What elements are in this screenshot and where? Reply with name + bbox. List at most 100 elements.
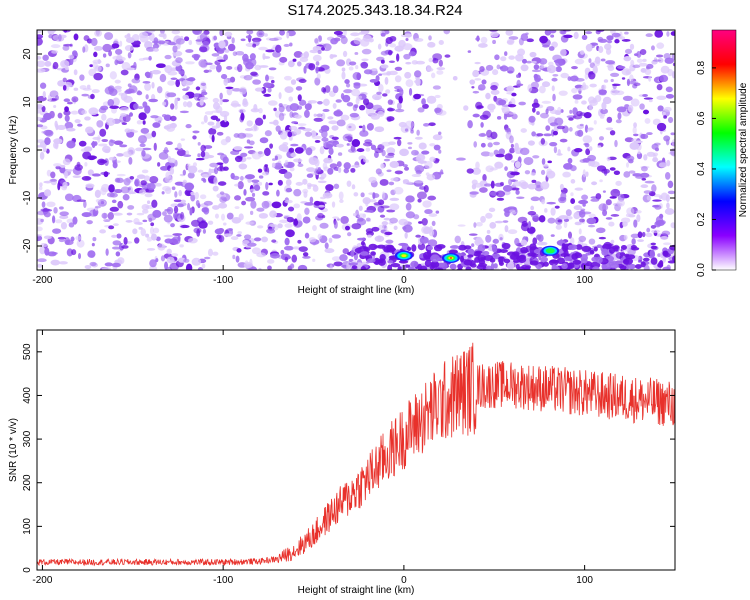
heatmap-cell <box>483 254 494 262</box>
heatmap-cell <box>344 225 351 231</box>
heatmap-cell <box>187 237 198 244</box>
heatmap-cell <box>252 43 257 48</box>
heatmap-cell <box>579 123 584 127</box>
heatmap-cell <box>262 114 266 120</box>
heatmap-cell <box>443 30 450 35</box>
heatmap-cell <box>548 46 555 51</box>
heatmap-cell <box>39 151 45 160</box>
heatmap-cell <box>597 145 602 148</box>
heatmap-cell <box>506 206 517 211</box>
heatmap-cell <box>41 105 46 113</box>
heatmap-cell <box>94 30 103 37</box>
heatmap-cell <box>621 217 631 224</box>
heatmap-cell <box>588 58 592 63</box>
heatmap-cell <box>511 113 518 120</box>
heatmap-cell <box>85 183 95 189</box>
heatmap-cell <box>394 75 402 83</box>
heatmap-cell <box>254 64 262 71</box>
heatmap-cell <box>598 236 607 240</box>
heatmap-cell <box>606 35 614 41</box>
heatmap-cell <box>397 266 403 270</box>
heatmap-cell <box>111 199 117 204</box>
heatmap-cell <box>381 221 389 226</box>
heatmap-cell <box>375 168 382 175</box>
heatmap-cell <box>145 233 150 238</box>
heatmap-cell <box>319 146 325 155</box>
heatmap-cell <box>175 57 183 64</box>
heatmap-cell <box>432 134 443 141</box>
heatmap-cell <box>146 248 156 251</box>
heatmap-cell <box>81 110 88 115</box>
heatmap-cell <box>429 156 436 162</box>
heatmap-cell <box>53 206 58 214</box>
heatmap-cell <box>47 30 55 35</box>
colorbar-label: Normalized spectral amplitude <box>738 82 749 217</box>
heatmap-cell <box>365 107 375 116</box>
heatmap-cell <box>483 183 492 187</box>
heatmap-cell <box>532 155 540 159</box>
heatmap-cell <box>191 257 202 266</box>
heatmap-cell <box>396 139 402 147</box>
heatmap-cell <box>546 106 555 111</box>
heatmap-cell <box>73 69 78 76</box>
heatmap-cell <box>328 237 333 244</box>
heatmap-cell <box>593 246 598 252</box>
heatmap-cell <box>626 155 635 162</box>
heatmap-cell <box>257 168 263 173</box>
heatmap-cell <box>571 87 578 94</box>
heatmap-cell <box>448 250 458 254</box>
heatmap-cell <box>293 128 302 135</box>
heatmap-cell <box>546 64 557 74</box>
heatmap-cell <box>560 72 569 79</box>
heatmap-cell <box>418 142 427 150</box>
heatmap-cell <box>604 43 612 50</box>
heatmap-cell <box>237 64 243 73</box>
heatmap-cell <box>132 44 141 48</box>
heatmap-cell <box>472 69 480 78</box>
heatmap-x-tick-label: 100 <box>576 275 593 286</box>
heatmap-cell <box>331 125 339 131</box>
heatmap-cells <box>37 30 675 270</box>
heatmap-cell <box>620 245 627 250</box>
heatmap-cell <box>383 158 391 162</box>
heatmap-cell <box>662 111 666 116</box>
heatmap-hotspot <box>401 254 407 257</box>
heatmap-cell <box>78 140 87 147</box>
heatmap-cell <box>62 45 70 51</box>
heatmap-cell <box>297 123 307 127</box>
heatmap-cell <box>504 225 509 233</box>
heatmap-cell <box>606 156 611 162</box>
heatmap-cell <box>289 103 300 112</box>
heatmap-cell <box>646 151 656 157</box>
heatmap-cell <box>59 211 69 217</box>
heatmap-cell <box>180 211 185 220</box>
heatmap-cell <box>264 164 269 168</box>
heatmap-cell <box>503 258 511 264</box>
heatmap-cell <box>244 146 254 149</box>
heatmap-cell <box>574 99 579 104</box>
heatmap-cell <box>261 200 270 209</box>
heatmap-cell <box>551 41 558 48</box>
heatmap-cell <box>192 135 197 140</box>
heatmap-cell <box>363 69 373 75</box>
heatmap-cell <box>672 62 675 67</box>
heatmap-cell <box>169 122 177 129</box>
heatmap-cell <box>163 125 171 130</box>
heatmap-cell <box>670 222 675 229</box>
heatmap-cell <box>662 250 669 257</box>
heatmap-cell <box>53 105 57 109</box>
heatmap-cell <box>242 98 248 106</box>
heatmap-cell <box>656 83 663 91</box>
heatmap-cell <box>58 34 62 42</box>
heatmap-cell <box>257 225 264 229</box>
heatmap-cell <box>150 115 159 119</box>
heatmap-cell <box>314 158 320 167</box>
heatmap-cell <box>116 177 124 184</box>
heatmap-cell <box>44 60 52 67</box>
heatmap-cell <box>426 174 436 181</box>
heatmap-cell <box>663 115 667 119</box>
heatmap-cell <box>467 50 472 53</box>
heatmap-cell <box>515 189 520 195</box>
heatmap-cell <box>166 92 177 98</box>
heatmap-cell <box>520 246 529 254</box>
